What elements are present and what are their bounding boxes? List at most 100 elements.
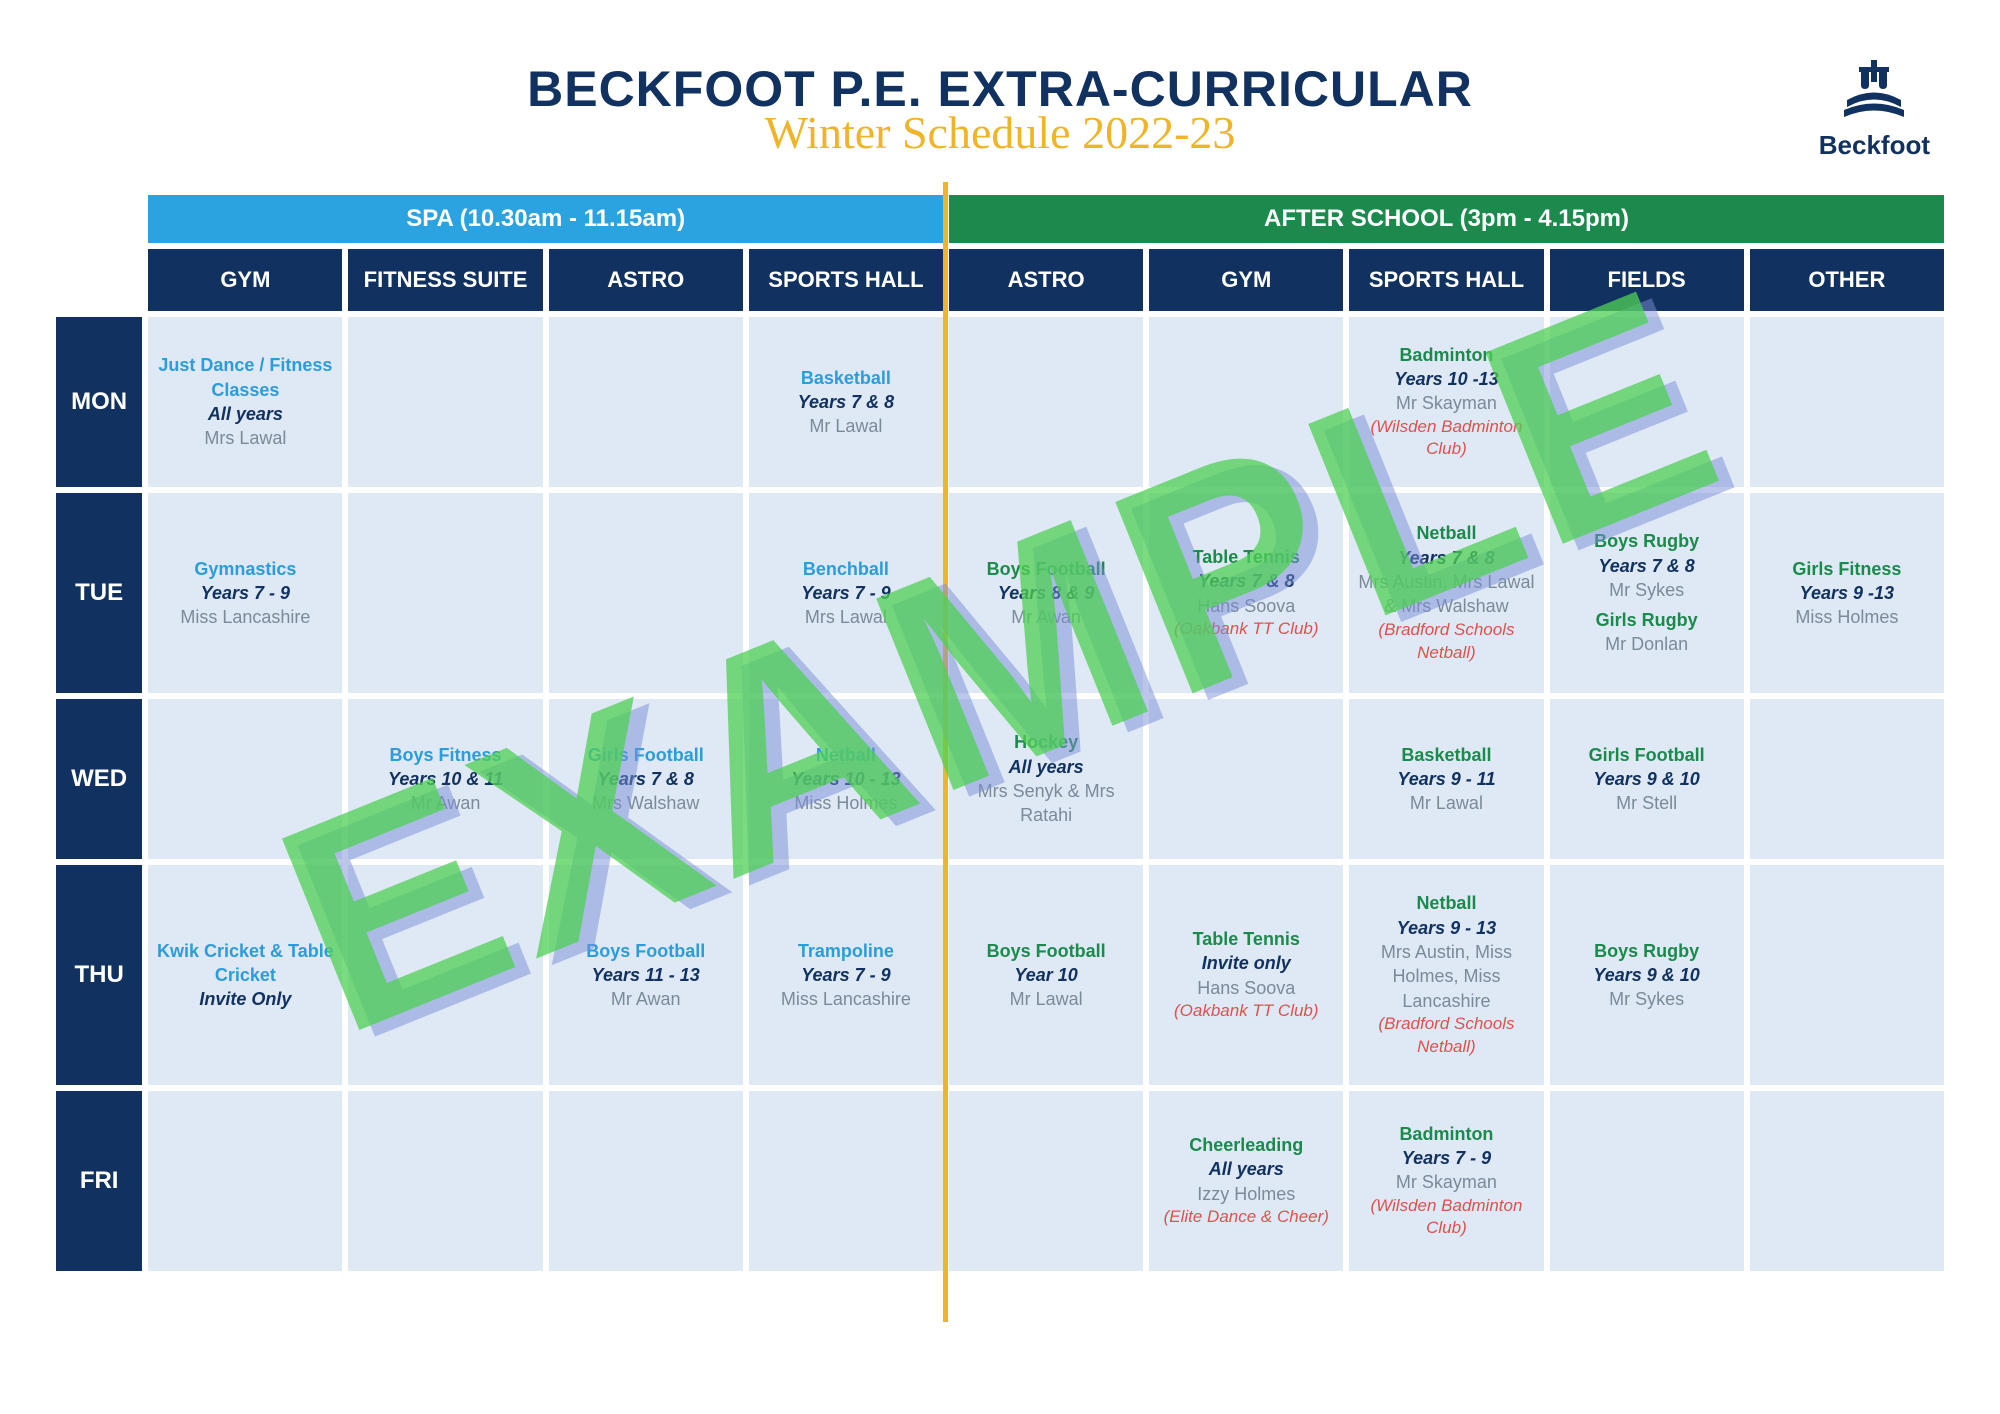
activity-staff: Mr Stell	[1556, 791, 1738, 815]
activity-cell	[1550, 317, 1744, 487]
activity-cell: BadmintonYears 10 -13Mr Skayman(Wilsden …	[1349, 317, 1543, 487]
activity-cell: Girls FitnessYears 9 -13Miss Holmes	[1750, 493, 1944, 693]
activity-cell: Boys RugbyYears 7 & 8Mr SykesGirls Rugby…	[1550, 493, 1744, 693]
day-label: WED	[56, 699, 142, 859]
activity-staff: Mr Sykes	[1556, 987, 1738, 1011]
activity-title: Kwik Cricket & Table Cricket	[154, 939, 336, 988]
activity-title: Boys Football	[955, 939, 1137, 963]
activity-staff: Mr Sykes	[1556, 578, 1738, 602]
activity-title: Boys Football	[955, 557, 1137, 581]
after-session-header: AFTER SCHOOL (3pm - 4.15pm)	[949, 195, 1944, 243]
activity-cell	[348, 1091, 542, 1271]
schedule-row: TUEGymnasticsYears 7 - 9Miss LancashireB…	[56, 493, 1944, 693]
activity-years: Years 7 & 8	[555, 767, 737, 791]
activity-note: (Bradford Schools Netball)	[1355, 1013, 1537, 1059]
day-label: THU	[56, 865, 142, 1085]
activity-staff: Hans Soova	[1155, 594, 1337, 618]
activity-cell: BasketballYears 7 & 8Mr Lawal	[749, 317, 943, 487]
activity-title: Netball	[1355, 891, 1537, 915]
activity-title: Table Tennis	[1155, 927, 1337, 951]
activity-title: Table Tennis	[1155, 545, 1337, 569]
activity-cell: Boys FootballYears 8 & 9Mr Awan	[949, 493, 1143, 693]
activity-staff: Mrs Austin, Mrs Lawal & Mrs Walshaw	[1355, 570, 1537, 619]
activity-title: Basketball	[1355, 743, 1537, 767]
activity-cell	[348, 317, 542, 487]
activity-staff: Mrs Senyk & Mrs Ratahi	[955, 779, 1137, 828]
spa-session-header: SPA (10.30am - 11.15am)	[148, 195, 943, 243]
activity-staff: Mr Lawal	[1355, 791, 1537, 815]
location-header: GYM	[148, 249, 342, 311]
activity-note: (Wilsden Badminton Club)	[1355, 1195, 1537, 1241]
location-header: FIELDS	[1550, 249, 1744, 311]
activity-cell: Kwik Cricket & Table CricketInvite Only	[148, 865, 342, 1085]
activity-years: Years 7 & 8	[755, 390, 937, 414]
table-head: SPA (10.30am - 11.15am) AFTER SCHOOL (3p…	[56, 195, 1944, 311]
activity-title: Boys Rugby	[1556, 939, 1738, 963]
activity-cell: BadmintonYears 7 - 9Mr Skayman(Wilsden B…	[1349, 1091, 1543, 1271]
activity-staff: Hans Soova	[1155, 976, 1337, 1000]
activity-staff: Miss Holmes	[755, 791, 937, 815]
page-header: BECKFOOT P.E. EXTRA-CURRICULAR Winter Sc…	[50, 60, 1950, 159]
activity-years: Years 7 - 9	[755, 581, 937, 605]
activity-staff: Mr Skayman	[1355, 391, 1537, 415]
corner-blank-2	[56, 249, 142, 311]
activity-years: All years	[1155, 1157, 1337, 1181]
location-header: ASTRO	[949, 249, 1143, 311]
schedule-row: MONJust Dance / Fitness ClassesAll years…	[56, 317, 1944, 487]
activity-years: Invite Only	[154, 987, 336, 1011]
activity-cell	[1750, 865, 1944, 1085]
activity-title: Badminton	[1355, 343, 1537, 367]
schedule-row: THUKwik Cricket & Table CricketInvite On…	[56, 865, 1944, 1085]
activity-years: Years 7 - 9	[154, 581, 336, 605]
activity-cell	[1149, 317, 1343, 487]
activity-note: (Oakbank TT Club)	[1155, 1000, 1337, 1023]
activity-cell: CheerleadingAll yearsIzzy Holmes(Elite D…	[1149, 1091, 1343, 1271]
activity-cell	[348, 865, 542, 1085]
activity-years: Years 9 - 11	[1355, 767, 1537, 791]
activity-cell	[1550, 1091, 1744, 1271]
schedule-row: FRICheerleadingAll yearsIzzy Holmes(Elit…	[56, 1091, 1944, 1271]
location-header: SPORTS HALL	[749, 249, 943, 311]
activity-cell	[949, 1091, 1143, 1271]
location-header: GYM	[1149, 249, 1343, 311]
schedule-table: SPA (10.30am - 11.15am) AFTER SCHOOL (3p…	[50, 189, 1950, 1277]
activity-title: Girls Football	[555, 743, 737, 767]
activity-staff: Mr Awan	[354, 791, 536, 815]
activity-title: Netball	[755, 743, 937, 767]
activity-cell	[348, 493, 542, 693]
activity-cell	[1750, 317, 1944, 487]
activity-cell: TrampolineYears 7 - 9Miss Lancashire	[749, 865, 943, 1085]
activity-cell	[148, 1091, 342, 1271]
activity-years: Years 7 - 9	[1355, 1146, 1537, 1170]
activity-years: Years 9 & 10	[1556, 963, 1738, 987]
activity-years: Year 10	[955, 963, 1137, 987]
activity-cell: Boys FitnessYears 10 & 11Mr Awan	[348, 699, 542, 859]
activity-staff: Mr Awan	[555, 987, 737, 1011]
activity-years: Years 7 & 8	[1155, 569, 1337, 593]
activity-note: (Wilsden Badminton Club)	[1355, 416, 1537, 462]
day-label: MON	[56, 317, 142, 487]
activity-cell: Girls FootballYears 9 & 10Mr Stell	[1550, 699, 1744, 859]
activity-years: Years 11 - 13	[555, 963, 737, 987]
activity-cell: Table TennisInvite onlyHans Soova(Oakban…	[1149, 865, 1343, 1085]
activity-cell	[949, 317, 1143, 487]
activity-cell: NetballYears 9 - 13Mrs Austin, Miss Holm…	[1349, 865, 1543, 1085]
location-header: ASTRO	[549, 249, 743, 311]
activity-cell	[1750, 699, 1944, 859]
activity-title: Netball	[1355, 521, 1537, 545]
activity-staff: Izzy Holmes	[1155, 1182, 1337, 1206]
activity-cell: HockeyAll yearsMrs Senyk & Mrs Ratahi	[949, 699, 1143, 859]
page-subtitle: Winter Schedule 2022-23	[50, 106, 1950, 159]
page: Beckfoot BECKFOOT P.E. EXTRA-CURRICULAR …	[0, 0, 2000, 1317]
activity-staff: Mrs Walshaw	[555, 791, 737, 815]
activity-note: (Elite Dance & Cheer)	[1155, 1206, 1337, 1229]
activity-staff: Miss Lancashire	[755, 987, 937, 1011]
activity-title: Basketball	[755, 366, 937, 390]
activity-cell: Girls FootballYears 7 & 8Mrs Walshaw	[549, 699, 743, 859]
activity-years: All years	[955, 755, 1137, 779]
activity-cell: BenchballYears 7 - 9Mrs Lawal	[749, 493, 943, 693]
activity-title: Boys Rugby	[1556, 529, 1738, 553]
activity-cell: Table TennisYears 7 & 8Hans Soova(Oakban…	[1149, 493, 1343, 693]
corner-blank	[56, 195, 142, 243]
activity-cell	[148, 699, 342, 859]
